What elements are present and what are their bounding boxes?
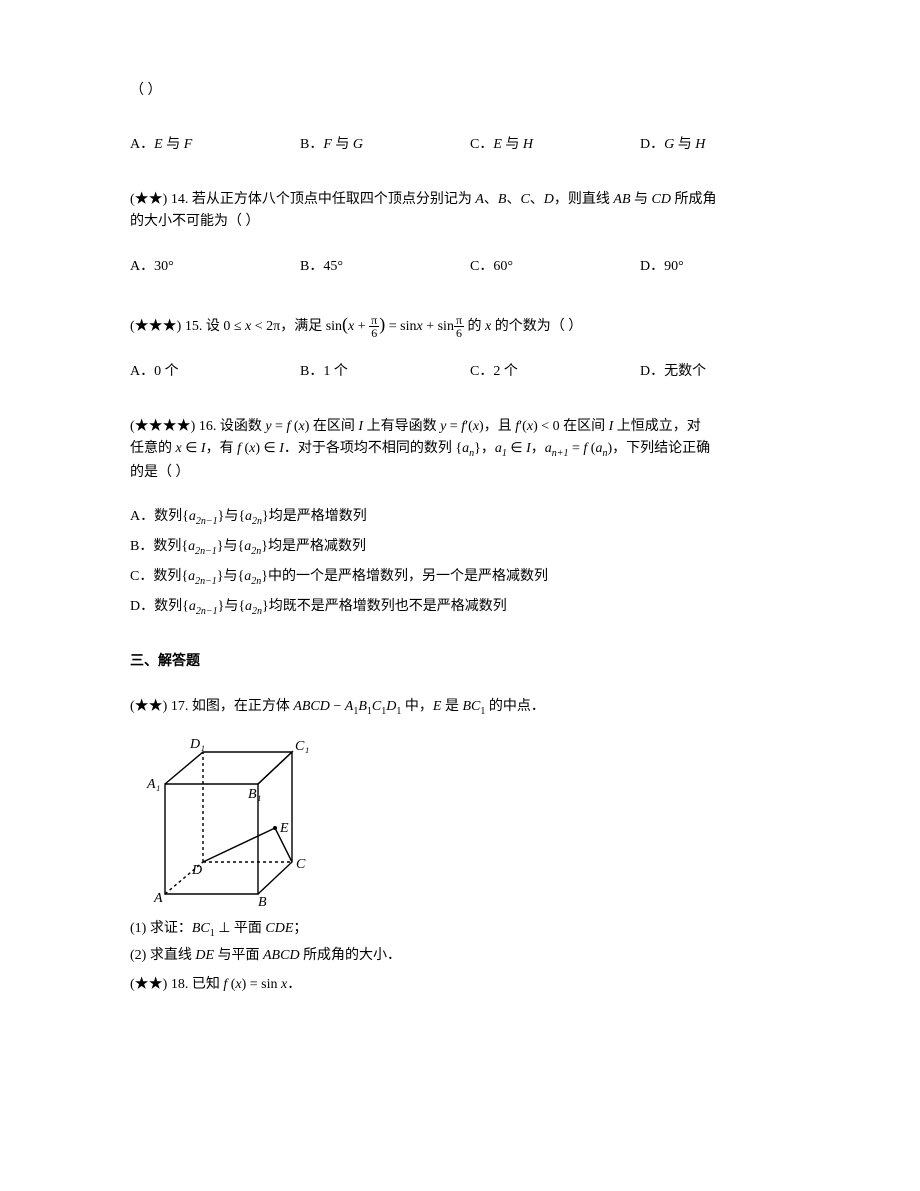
q14-opt-c[interactable]: C．60° [470,256,640,278]
q17-num: 17. [171,699,189,714]
q18-stars: (★★) [130,977,167,992]
q14-stem: (★★) 14. 若从正方体八个顶点中任取四个顶点分别记为 A、B、C、D，则直… [130,189,810,234]
q16-opt-c[interactable]: C．数列{a2n−1}与{a2n}中的一个是严格增数列，另一个是严格减数列 [130,566,810,590]
q16-options: A．数列{a2n−1}与{a2n}均是严格增数列 B．数列{a2n−1}与{a2… [130,506,810,619]
label-B: B [258,895,267,910]
q13-opt-d[interactable]: D．G 与 H [640,134,810,156]
q17-part2: (2) 求直线 DE 与平面 ABCD 所成角的大小． [130,945,810,967]
label-D1: D₁ [189,737,205,752]
q13-tail: （ ） [130,80,810,102]
q15-frac2-den: 6 [454,327,464,339]
q14-opt-d[interactable]: D．90° [640,256,810,278]
label-B1: B₁ [248,787,261,802]
q13-options: A．E 与 F B．F 与 G C．E 与 H D．G 与 H [130,134,810,156]
q16-stem: (★★★★) 16. 设函数 y = f (x) 在区间 I 上有导函数 y =… [130,416,810,485]
q13-paren: （ ） [130,83,162,98]
q14-num: 14. [171,192,189,207]
label-D: D [191,863,202,878]
q15-opt-c[interactable]: C．2 个 [470,361,640,383]
q14-opt-a[interactable]: A．30° [130,256,300,278]
q16-stars: (★★★★) [130,419,195,434]
q13-opt-c[interactable]: C．E 与 H [470,134,640,156]
q16-num: 16. [199,419,217,434]
q17-part1: (1) 求证：BC1 ⊥ 平面 CDE； [130,918,810,942]
label-C1: C₁ [295,739,309,754]
q16-opt-d[interactable]: D．数列{a2n−1}与{a2n}均既不是严格增数列也不是严格减数列 [130,596,810,620]
q14-stars: (★★) [130,192,167,207]
q15-num: 15. [185,319,203,334]
q17-stem: (★★) 17. 如图，在正方体 ABCD − A1B1C1D1 中，E 是 B… [130,696,810,720]
label-C: C [296,857,306,872]
q15-opt-a[interactable]: A．0 个 [130,361,300,383]
q15-opt-d[interactable]: D．无数个 [640,361,810,383]
label-A1: A₁ [146,777,160,792]
q17-stars: (★★) [130,699,167,714]
label-A: A [153,891,163,906]
q18-stem: (★★) 18. 已知 f (x) = sin x． [130,974,810,996]
q18-num: 18. [171,977,189,992]
q13-opt-b[interactable]: B．F 与 G [300,134,470,156]
cube-diagram: A B C D A₁ B₁ C₁ D₁ E [140,724,330,914]
q16-opt-a[interactable]: A．数列{a2n−1}与{a2n}均是严格增数列 [130,506,810,530]
q15-frac1-den: 6 [369,327,379,339]
q15-options: A．0 个 B．1 个 C．2 个 D．无数个 [130,361,810,383]
section-3-title: 三、解答题 [130,651,810,673]
q14-options: A．30° B．45° C．60° D．90° [130,256,810,278]
q15-stars: (★★★) [130,319,181,334]
q15-stem: (★★★) 15. 设 0 ≤ x < 2π，满足 sin(x + π6) = … [130,310,810,339]
q16-opt-b[interactable]: B．数列{a2n−1}与{a2n}均是严格减数列 [130,536,810,560]
q14-opt-b[interactable]: B．45° [300,256,470,278]
q13-opt-a[interactable]: A．E 与 F [130,134,300,156]
q15-opt-b[interactable]: B．1 个 [300,361,470,383]
label-E: E [279,821,289,836]
